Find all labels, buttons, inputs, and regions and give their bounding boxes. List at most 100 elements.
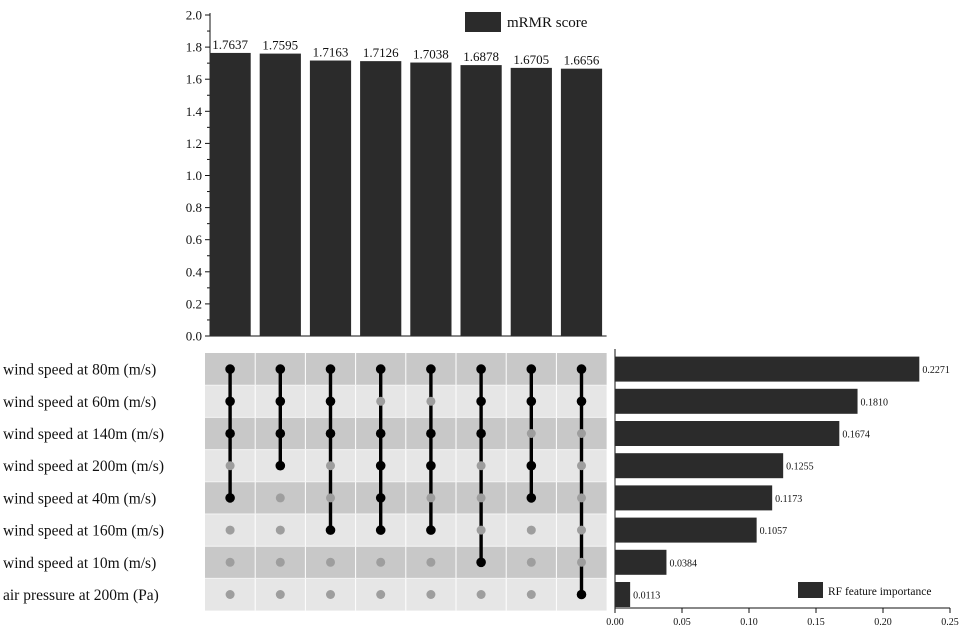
rf-legend-label: RF feature importance xyxy=(828,586,931,598)
y-tick-label: 0.6 xyxy=(186,232,203,247)
mrmr-bar-value-label: 1.6656 xyxy=(564,53,600,68)
matrix-dot-inactive xyxy=(476,461,486,471)
feature-label: wind speed at 140m (m/s) xyxy=(3,426,164,443)
matrix-dot-active xyxy=(325,364,336,374)
mrmr-bar-chart: 0.0 0.2 0.4 0.6 0.8 1.0 1.2 1.4 1.6 1.8 2.0 1.7637 1… xyxy=(186,8,607,344)
y-tick-label: 1.2 xyxy=(186,136,202,151)
matrix-dot-inactive xyxy=(275,493,285,503)
matrix-dot-active xyxy=(426,525,436,535)
matrix-dot-inactive xyxy=(577,525,586,535)
feature-label: wind speed at 10m (m/s) xyxy=(3,555,156,572)
matrix-dot-inactive xyxy=(376,396,386,406)
rf-x-tick-label: 0.25 xyxy=(941,617,959,628)
matrix-dot-inactive xyxy=(577,429,586,438)
matrix-dot-active xyxy=(375,493,386,503)
matrix-dot-inactive xyxy=(275,590,285,599)
feature-label: wind speed at 40m (m/s) xyxy=(3,490,156,507)
rf-bar xyxy=(615,517,757,543)
rf-x-tick-label: 0.15 xyxy=(807,617,825,628)
mrmr-bar xyxy=(510,67,552,336)
feature-label: wind speed at 200m (m/s) xyxy=(3,458,164,475)
matrix-dot-active xyxy=(426,428,436,439)
rf-bar-value-label: 0.1674 xyxy=(842,430,870,441)
matrix-dot-inactive xyxy=(326,461,335,471)
matrix-dot-inactive xyxy=(426,590,436,599)
y-tick-label: 1.8 xyxy=(186,40,202,55)
matrix-dot-inactive xyxy=(526,525,536,535)
feature-label: wind speed at 60m (m/s) xyxy=(3,394,156,411)
matrix-dot-active xyxy=(426,460,436,471)
matrix-dot-active xyxy=(325,428,336,439)
y-tick-label: 0.4 xyxy=(186,264,203,279)
matrix-dot-active xyxy=(225,493,235,503)
matrix-dot-inactive xyxy=(225,557,235,567)
rf-bar xyxy=(615,485,773,511)
matrix-dot-active xyxy=(225,364,235,374)
rf-bar xyxy=(615,356,920,382)
mrmr-bar-value-label: 1.7595 xyxy=(262,38,298,53)
matrix-dot-inactive xyxy=(326,590,335,599)
y-tick-label: 1.6 xyxy=(186,72,203,87)
mrmr-bar-value-label: 1.7126 xyxy=(363,45,399,60)
matrix-dot-active xyxy=(325,525,336,535)
mrmr-bar-value-label: 1.6705 xyxy=(513,52,549,67)
matrix-dot-active xyxy=(526,460,537,471)
rf-bar-value-label: 0.1173 xyxy=(775,494,802,505)
matrix-dot-active xyxy=(275,428,286,439)
rf-bar-value-label: 0.1255 xyxy=(786,462,814,473)
rf-bar xyxy=(615,421,840,446)
matrix-dot-active xyxy=(225,396,235,407)
matrix-dot-active xyxy=(225,428,235,439)
matrix-dot-active xyxy=(476,428,486,439)
matrix-dot-active xyxy=(576,589,587,600)
rf-bar xyxy=(615,549,667,575)
mrmr-bar-value-label: 1.7637 xyxy=(212,37,248,52)
mrmr-legend-label: mRMR score xyxy=(507,15,588,31)
mrmr-bar xyxy=(560,68,603,336)
matrix-dot-inactive xyxy=(526,557,536,567)
matrix-dot-inactive xyxy=(526,590,536,599)
feature-label: wind speed at 80m (m/s) xyxy=(3,362,156,379)
matrix-dot-inactive xyxy=(225,525,235,535)
y-tick-label: 1.4 xyxy=(186,104,203,119)
matrix-dot-active xyxy=(526,493,537,503)
matrix-dot-inactive xyxy=(376,557,386,567)
matrix-dot-active xyxy=(476,396,486,407)
matrix-panel xyxy=(205,353,607,611)
matrix-dot-active xyxy=(375,525,386,535)
matrix-dot-active xyxy=(275,396,286,407)
rf-bar-value-label: 0.1057 xyxy=(760,526,788,537)
rf-x-tick-label: 0.05 xyxy=(673,617,691,628)
mrmr-bar xyxy=(360,61,402,337)
matrix-dot-inactive xyxy=(577,493,586,503)
matrix-dot-inactive xyxy=(275,525,285,535)
matrix-dot-active xyxy=(476,364,486,374)
rf-x-tick-label: 0.00 xyxy=(606,617,624,628)
rf-bar-value-label: 0.0384 xyxy=(669,558,697,569)
matrix-dot-active xyxy=(275,364,286,374)
mrmr-bar xyxy=(309,60,352,337)
mrmr-bar-value-label: 1.6878 xyxy=(463,49,499,64)
feature-label: wind speed at 160m (m/s) xyxy=(3,523,164,540)
matrix-dot-inactive xyxy=(476,590,486,599)
mrmr-bar xyxy=(460,65,502,337)
matrix-dot-active xyxy=(275,460,286,471)
matrix-dot-inactive xyxy=(426,557,436,567)
matrix-dot-inactive xyxy=(426,493,436,503)
matrix-dot-inactive xyxy=(577,557,586,567)
rf-bar xyxy=(615,582,631,607)
rf-importance-chart: 0.00 0.05 0.10 0.15 0.20 0.25 0.2271 0.1810 0.16… xyxy=(606,349,959,628)
mrmr-bar-value-label: 1.7038 xyxy=(413,47,449,62)
feature-label: air pressure at 200m (Pa) xyxy=(3,587,159,604)
y-tick-label: 1.0 xyxy=(186,168,202,183)
rf-bar-value-label: 0.2271 xyxy=(922,365,950,376)
matrix-dot-active xyxy=(375,428,386,439)
matrix-dot-active xyxy=(576,364,587,374)
y-tick-label: 0.8 xyxy=(186,200,202,215)
matrix-dot-active xyxy=(325,396,336,407)
feature-labels: wind speed at 80m (m/s) wind speed at 60m… xyxy=(3,362,164,604)
mrmr-bar xyxy=(259,53,301,336)
matrix-dot-active xyxy=(426,364,436,374)
y-tick-label: 0.0 xyxy=(186,329,202,344)
